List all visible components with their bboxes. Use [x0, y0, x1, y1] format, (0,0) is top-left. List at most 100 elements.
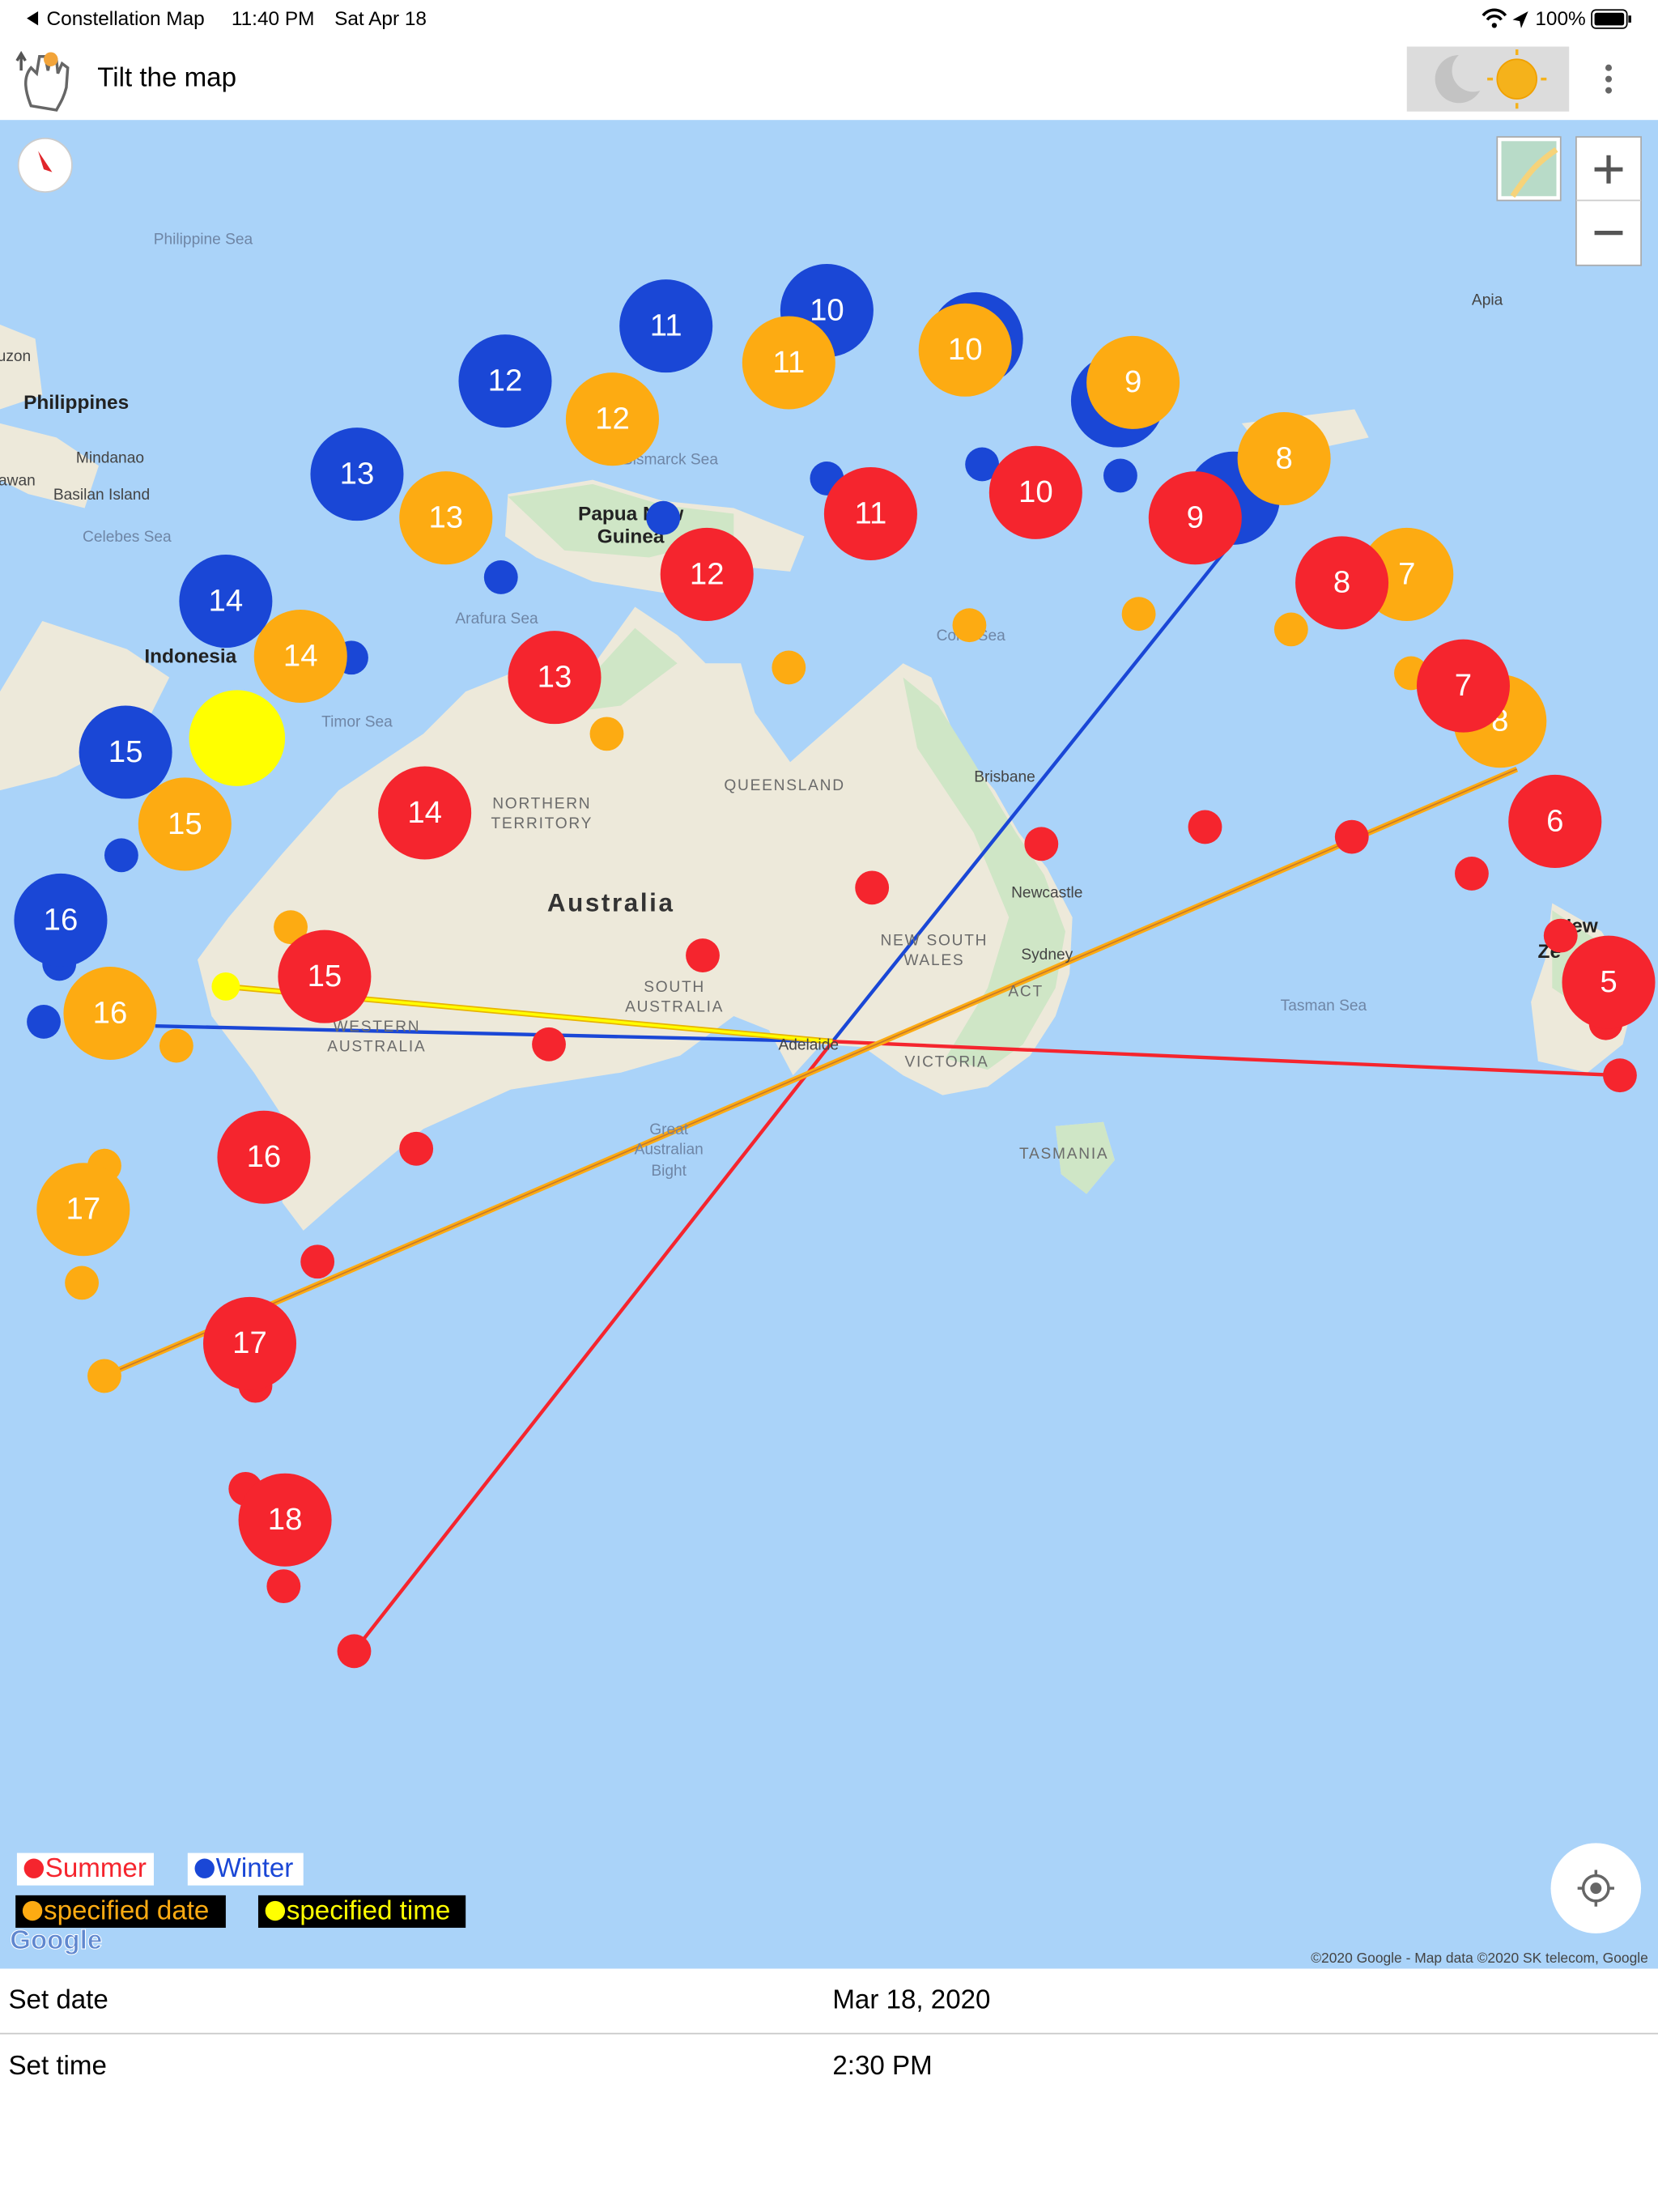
- cluster-marker[interactable]: [660, 527, 754, 621]
- location-dot[interactable]: [274, 910, 308, 945]
- back-app[interactable]: Constellation Map: [47, 8, 205, 30]
- cluster-marker[interactable]: [823, 466, 917, 560]
- location-dot[interactable]: [27, 1005, 61, 1039]
- cluster-marker[interactable]: [1416, 639, 1510, 733]
- cluster-marker[interactable]: [399, 471, 493, 565]
- map-label: Bight: [651, 1163, 687, 1180]
- map-label: Australian: [635, 1142, 704, 1159]
- map-label: WALES: [903, 952, 964, 969]
- map-type-road: [1510, 147, 1558, 198]
- cluster-marker[interactable]: [1148, 471, 1242, 565]
- location-dot[interactable]: [1543, 918, 1578, 953]
- location-dot[interactable]: [589, 717, 624, 751]
- cluster-marker[interactable]: [14, 873, 108, 967]
- location-dot[interactable]: [952, 608, 987, 643]
- cluster-count: 14: [209, 583, 244, 618]
- map-label: TASMANIA: [1019, 1146, 1108, 1163]
- cluster-marker[interactable]: [458, 334, 552, 428]
- battery-outline: [1591, 9, 1628, 29]
- cluster-marker[interactable]: [918, 303, 1012, 397]
- cluster-marker[interactable]: [1562, 935, 1656, 1029]
- cluster-marker[interactable]: [189, 690, 286, 786]
- cluster-marker[interactable]: [619, 279, 713, 373]
- cluster-count: 8: [1333, 565, 1350, 600]
- cluster-count: 14: [407, 795, 442, 830]
- location-dot[interactable]: [1121, 597, 1156, 632]
- map-label: NORTHERN: [492, 796, 591, 813]
- set-time-value[interactable]: 2:30 PM: [832, 2051, 932, 2081]
- cluster-count: 16: [44, 902, 79, 937]
- location-dot[interactable]: [159, 1028, 193, 1063]
- map[interactable]: Philippine Sea Apia uzon Philippines Mindana…: [0, 120, 1658, 1969]
- cluster-marker[interactable]: [508, 631, 602, 725]
- legend-box: [15, 1895, 226, 1928]
- back-arrow[interactable]: [27, 11, 39, 26]
- location-dot[interactable]: [772, 650, 806, 685]
- zoom-in-button[interactable]: [1594, 155, 1623, 184]
- location-dot[interactable]: [532, 1027, 566, 1061]
- location-dot[interactable]: [1024, 827, 1059, 861]
- cluster-count: 13: [428, 500, 463, 535]
- map-label: AUSTRALIA: [625, 999, 724, 1016]
- location-dot[interactable]: [211, 972, 240, 1001]
- location-dot[interactable]: [337, 1634, 372, 1669]
- map-label: Adelaide: [778, 1037, 839, 1054]
- cluster-count: 10: [948, 332, 983, 367]
- cluster-marker[interactable]: [1295, 536, 1389, 630]
- location-dot[interactable]: [483, 559, 518, 594]
- location-dot[interactable]: [1603, 1058, 1637, 1093]
- location-dot[interactable]: [65, 1266, 100, 1300]
- direction-line: [104, 768, 1518, 1377]
- direction-line: [832, 1040, 1621, 1078]
- cluster-marker[interactable]: [79, 705, 172, 799]
- location-dot[interactable]: [1103, 458, 1137, 493]
- set-date-value[interactable]: Mar 18, 2020: [832, 1984, 990, 2014]
- location-dot[interactable]: [266, 1569, 301, 1604]
- location-dot[interactable]: [1188, 810, 1222, 844]
- legend-label: specified time: [287, 1896, 450, 1926]
- cluster-marker[interactable]: [1508, 774, 1602, 868]
- location-icon: [1512, 11, 1528, 28]
- cluster-marker[interactable]: [253, 609, 347, 704]
- menu-button[interactable]: [1605, 64, 1613, 94]
- cluster-marker[interactable]: [565, 372, 659, 466]
- location-dot[interactable]: [855, 870, 890, 905]
- cluster-marker[interactable]: [278, 929, 372, 1023]
- cluster-marker[interactable]: [1237, 411, 1331, 506]
- location-dot[interactable]: [399, 1131, 434, 1166]
- location-dot[interactable]: [1273, 612, 1308, 647]
- cluster-marker[interactable]: [63, 966, 157, 1061]
- cluster-marker[interactable]: [138, 777, 232, 871]
- cluster-count: 11: [650, 308, 682, 343]
- location-dot[interactable]: [646, 500, 681, 535]
- legend-dot: [23, 1858, 45, 1878]
- cluster-marker[interactable]: [1086, 335, 1180, 429]
- cluster-count: 18: [268, 1502, 303, 1537]
- cluster-count: 13: [340, 457, 375, 491]
- location-dot[interactable]: [87, 1359, 121, 1393]
- cluster-marker[interactable]: [202, 1296, 297, 1390]
- location-dot[interactable]: [1334, 819, 1369, 854]
- set-time-row[interactable]: [0, 2035, 1658, 2100]
- my-location-dot: [1590, 1882, 1602, 1895]
- cluster-marker[interactable]: [179, 555, 273, 649]
- cluster-marker[interactable]: [36, 1163, 130, 1257]
- set-date-row[interactable]: [0, 1968, 1658, 2034]
- map-label: Australia: [547, 889, 675, 917]
- cluster-marker[interactable]: [988, 445, 1082, 539]
- location-dot[interactable]: [686, 938, 720, 972]
- location-dot[interactable]: [104, 838, 138, 873]
- legend-label: Winter: [216, 1853, 294, 1883]
- cluster-marker[interactable]: [742, 316, 835, 410]
- location-dot[interactable]: [300, 1244, 335, 1279]
- location-dot[interactable]: [1455, 857, 1489, 891]
- map-attribution: ©2020 Google - Map data ©2020 SK telecom…: [1311, 1950, 1648, 1966]
- cluster-marker[interactable]: [378, 766, 472, 860]
- cluster-marker[interactable]: [217, 1110, 311, 1204]
- cluster-marker[interactable]: [238, 1473, 332, 1567]
- cluster-marker[interactable]: [310, 428, 404, 521]
- location-dot[interactable]: [965, 447, 1000, 482]
